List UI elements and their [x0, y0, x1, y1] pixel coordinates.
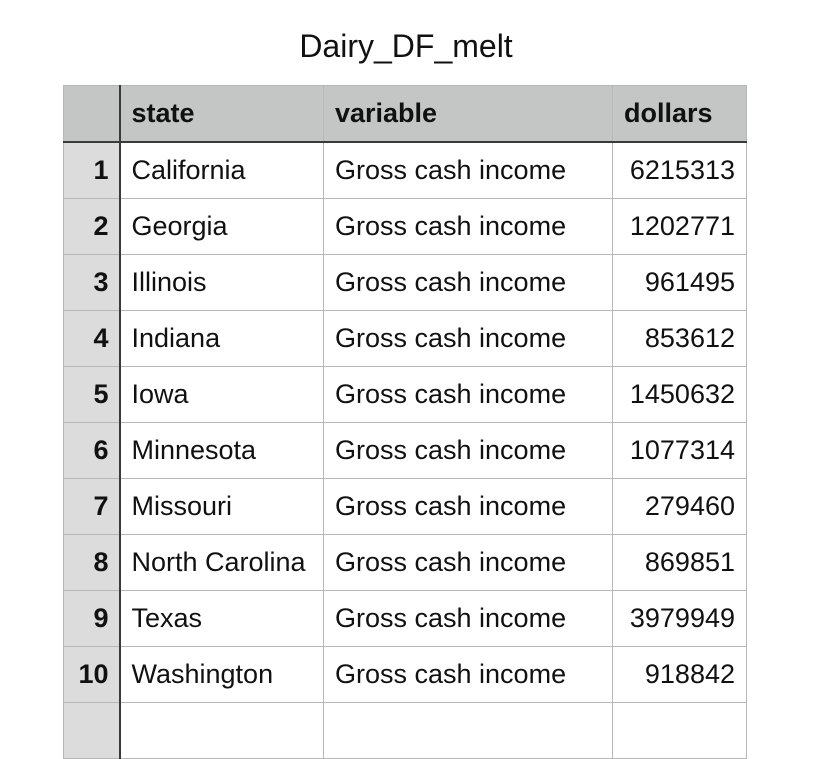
table-row[interactable]: 3 Illinois Gross cash income 961495: [63, 254, 747, 311]
index-header: [63, 85, 121, 143]
table-row[interactable]: 8 North Carolina Gross cash income 869851: [63, 534, 747, 591]
state-cell[interactable]: [119, 702, 324, 759]
row-index: [63, 702, 121, 759]
dollars-cell[interactable]: 961495: [612, 254, 747, 311]
state-cell[interactable]: Minnesota: [119, 422, 324, 479]
table-row[interactable]: 7 Missouri Gross cash income 279460: [63, 478, 747, 535]
variable-cell[interactable]: Gross cash income: [323, 422, 613, 479]
row-index: 6: [63, 422, 121, 479]
table-row[interactable]: 5 Iowa Gross cash income 1450632: [63, 366, 747, 423]
dollars-cell[interactable]: 853612: [612, 310, 747, 367]
variable-cell[interactable]: Gross cash income: [323, 478, 613, 535]
dollars-cell[interactable]: 1202771: [612, 198, 747, 255]
table-row[interactable]: 10 Washington Gross cash income 918842: [63, 646, 747, 703]
dollars-cell[interactable]: 279460: [612, 478, 747, 535]
state-cell[interactable]: Iowa: [119, 366, 324, 423]
state-cell[interactable]: Georgia: [119, 198, 324, 255]
variable-cell[interactable]: Gross cash income: [323, 254, 613, 311]
table-row[interactable]: [63, 702, 747, 759]
dollars-cell[interactable]: 6215313: [612, 141, 747, 199]
table-title: Dairy_DF_melt: [299, 28, 513, 64]
state-cell[interactable]: Missouri: [119, 478, 324, 535]
table-row[interactable]: 4 Indiana Gross cash income 853612: [63, 310, 747, 367]
table-row[interactable]: 9 Texas Gross cash income 3979949: [63, 590, 747, 647]
row-index: 1: [63, 141, 121, 199]
table-body: 1 California Gross cash income 6215313 2 Geor…: [63, 141, 747, 759]
table-header: state variable dollars: [63, 85, 747, 143]
row-index: 7: [63, 478, 121, 535]
variable-cell[interactable]: Gross cash income: [323, 310, 613, 367]
variable-cell[interactable]: Gross cash income: [323, 141, 613, 199]
dollars-cell[interactable]: 1450632: [612, 366, 747, 423]
row-index: 8: [63, 534, 121, 591]
dollars-header[interactable]: dollars: [612, 85, 747, 143]
row-index: 9: [63, 590, 121, 647]
variable-cell[interactable]: Gross cash income: [323, 590, 613, 647]
state-cell[interactable]: California: [119, 141, 324, 199]
dollars-cell[interactable]: [612, 702, 747, 759]
variable-cell[interactable]: [323, 702, 613, 759]
row-index: 5: [63, 366, 121, 423]
state-cell[interactable]: Indiana: [119, 310, 324, 367]
variable-cell[interactable]: Gross cash income: [323, 366, 613, 423]
row-index: 3: [63, 254, 121, 311]
state-cell[interactable]: Texas: [119, 590, 324, 647]
table-row[interactable]: 2 Georgia Gross cash income 1202771: [63, 198, 747, 255]
dollars-cell[interactable]: 1077314: [612, 422, 747, 479]
state-cell[interactable]: Illinois: [119, 254, 324, 311]
state-cell[interactable]: Washington: [119, 646, 324, 703]
dollars-cell[interactable]: 869851: [612, 534, 747, 591]
row-index: 4: [63, 310, 121, 367]
header-row: state variable dollars: [63, 85, 747, 143]
variable-cell[interactable]: Gross cash income: [323, 646, 613, 703]
table-row[interactable]: 6 Minnesota Gross cash income 1077314: [63, 422, 747, 479]
state-header[interactable]: state: [119, 85, 324, 143]
dollars-cell[interactable]: 3979949: [612, 590, 747, 647]
variable-header[interactable]: variable: [323, 85, 613, 143]
row-index: 10: [63, 646, 121, 703]
variable-cell[interactable]: Gross cash income: [323, 534, 613, 591]
table-row[interactable]: 1 California Gross cash income 6215313: [63, 141, 747, 199]
row-index: 2: [63, 198, 121, 255]
data-table: state variable dollars 1 California Gross …: [63, 85, 747, 759]
state-cell[interactable]: North Carolina: [119, 534, 324, 591]
variable-cell[interactable]: Gross cash income: [323, 198, 613, 255]
dollars-cell[interactable]: 918842: [612, 646, 747, 703]
